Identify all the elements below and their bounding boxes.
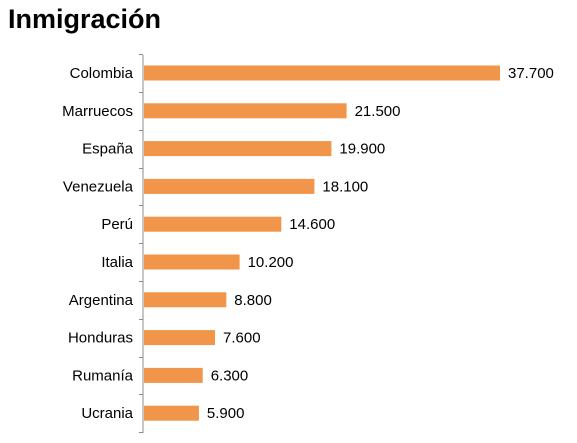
category-label: Marruecos — [62, 103, 133, 120]
category-label: Ucrania — [81, 405, 133, 422]
value-label: 5.900 — [207, 405, 245, 422]
category-label: Venezuela — [63, 178, 134, 195]
bar-rumanía — [144, 367, 203, 383]
bar-ucrania — [144, 405, 199, 421]
category-label: Argentina — [69, 292, 134, 309]
category-label: España — [82, 141, 134, 158]
value-label: 14.600 — [289, 216, 335, 233]
value-label: 7.600 — [223, 330, 261, 347]
bar-argentina — [144, 292, 227, 308]
value-label: 6.300 — [211, 367, 249, 384]
bar-honduras — [144, 330, 215, 346]
category-label: Honduras — [68, 330, 133, 347]
chart-title: Inmigración — [8, 4, 162, 34]
bar-venezuela — [144, 178, 315, 194]
value-label: 37.700 — [508, 65, 554, 82]
category-label: Perú — [101, 216, 133, 233]
bar-perú — [144, 216, 282, 232]
bar-italia — [144, 254, 240, 270]
category-label: Italia — [101, 254, 133, 271]
bar-españa — [144, 141, 332, 157]
value-label: 10.200 — [248, 254, 294, 271]
value-label: 19.900 — [339, 141, 385, 158]
value-label: 8.800 — [234, 292, 272, 309]
category-label: Rumanía — [72, 367, 134, 384]
value-label: 18.100 — [322, 178, 368, 195]
category-label: Colombia — [70, 65, 134, 82]
bar-marruecos — [144, 103, 347, 119]
bar-colombia — [144, 65, 500, 81]
value-label: 21.500 — [355, 103, 401, 120]
